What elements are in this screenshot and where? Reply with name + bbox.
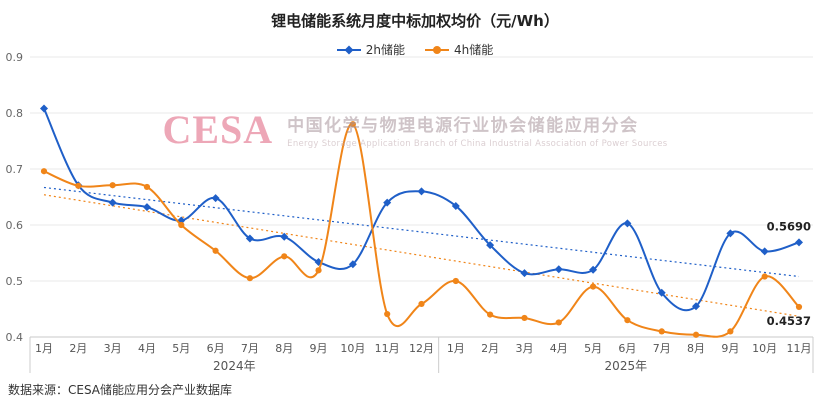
svg-text:0.9: 0.9	[6, 51, 24, 64]
svg-text:1月: 1月	[35, 342, 53, 355]
svg-text:3月: 3月	[515, 342, 533, 355]
svg-text:0.7: 0.7	[6, 163, 24, 176]
legend-marker-icon	[336, 45, 361, 54]
svg-text:0.6: 0.6	[6, 219, 24, 232]
svg-text:0.4537: 0.4537	[767, 314, 811, 328]
legend-label: 4h储能	[454, 43, 494, 57]
svg-text:4月: 4月	[550, 342, 568, 355]
legend-label: 2h储能	[365, 43, 405, 57]
svg-text:0.5690: 0.5690	[767, 219, 811, 233]
svg-text:0.5: 0.5	[6, 275, 24, 288]
svg-text:3月: 3月	[104, 342, 122, 355]
svg-text:5月: 5月	[584, 342, 602, 355]
svg-text:1月: 1月	[447, 342, 465, 355]
svg-text:12月: 12月	[409, 342, 434, 355]
svg-text:6月: 6月	[618, 342, 636, 355]
legend-marker-icon	[425, 45, 449, 54]
svg-text:8月: 8月	[275, 342, 293, 355]
svg-text:2025年: 2025年	[605, 359, 648, 373]
svg-text:0.4: 0.4	[6, 331, 24, 344]
svg-text:0.8: 0.8	[6, 107, 24, 120]
svg-text:11月: 11月	[787, 342, 812, 355]
svg-text:10月: 10月	[752, 342, 777, 355]
chart-title: 锂电储能系统月度中标加权均价（元/Wh）	[271, 12, 559, 30]
svg-text:2月: 2月	[69, 342, 87, 355]
legend-item-4h储能[interactable]: 4h储能	[425, 41, 493, 58]
svg-text:2024年: 2024年	[213, 359, 256, 373]
legend-item-2h储能[interactable]: 2h储能	[336, 41, 405, 58]
svg-text:11月: 11月	[375, 342, 400, 355]
svg-text:7月: 7月	[241, 342, 259, 355]
svg-text:4月: 4月	[138, 342, 156, 355]
svg-text:8月: 8月	[687, 342, 705, 355]
svg-text:5月: 5月	[172, 342, 190, 355]
svg-text:9月: 9月	[721, 342, 739, 355]
svg-text:6月: 6月	[207, 342, 225, 355]
svg-text:2月: 2月	[481, 342, 499, 355]
svg-text:7月: 7月	[653, 342, 671, 355]
svg-text:10月: 10月	[340, 342, 365, 355]
data-source: 数据来源：CESA储能应用分会产业数据库	[8, 383, 233, 397]
legend: 2h储能 4h储能	[0, 41, 830, 58]
svg-text:9月: 9月	[310, 342, 328, 355]
